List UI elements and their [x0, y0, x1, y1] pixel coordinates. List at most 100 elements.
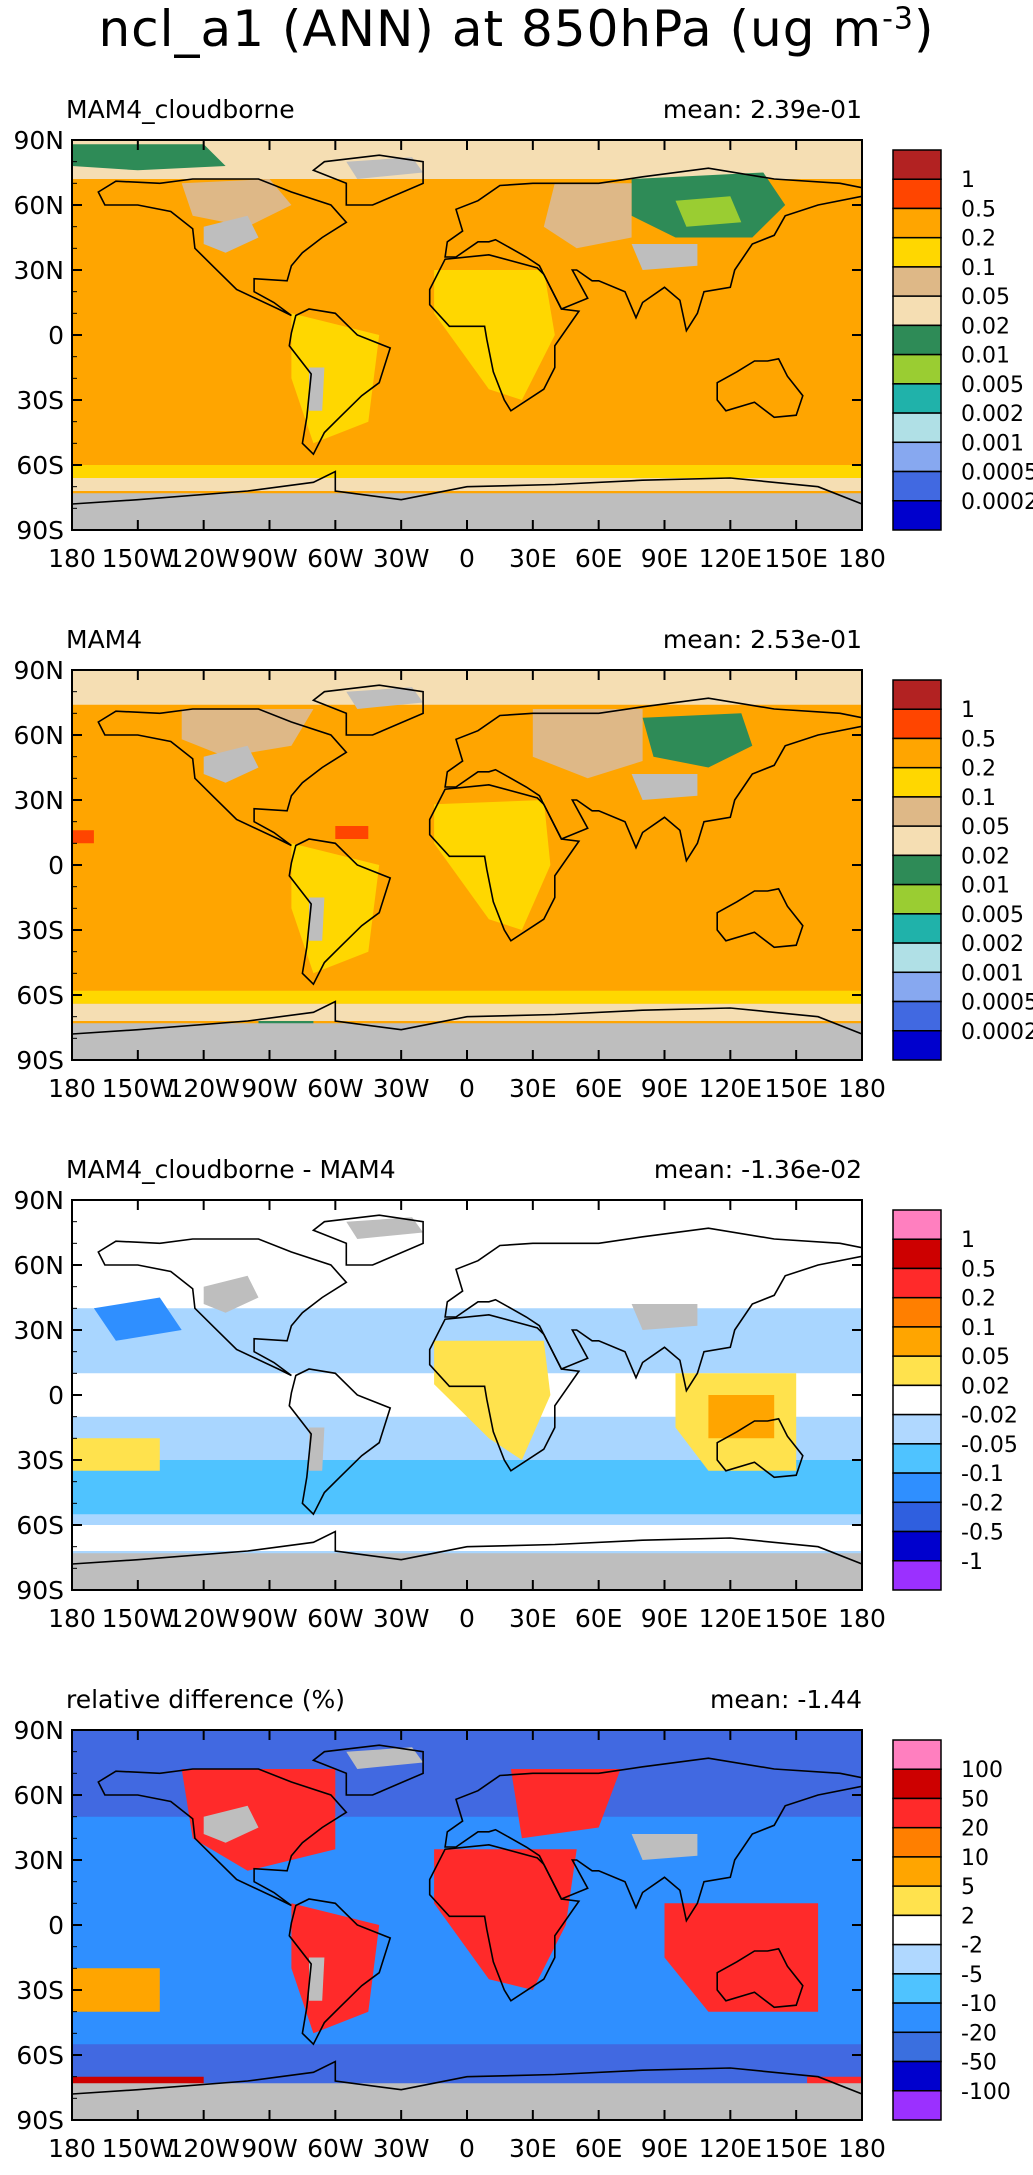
colorbar-label: -10 — [961, 1992, 997, 2017]
map-panel-reldiff: relative difference (%) mean: -1.44 90N 60N… — [13, 1685, 1010, 2163]
missing-data-region — [346, 687, 424, 709]
lon-label: 30W — [373, 2134, 430, 2163]
colorbar-label: 0.005 — [961, 903, 1024, 928]
lat-label: 60S — [16, 1511, 64, 1540]
lon-label: 150E — [764, 1604, 828, 1633]
panel-mean: mean: 2.53e-01 — [663, 625, 862, 654]
lon-label: 60E — [575, 1074, 623, 1103]
field-contour — [72, 1438, 160, 1471]
lon-label: 180 — [48, 1074, 96, 1103]
coastline-australia — [716, 357, 804, 419]
colorbar-label: -0.05 — [961, 1433, 1018, 1458]
lon-label: 60W — [307, 544, 364, 573]
colorbar-label: 0.0002 — [961, 1020, 1033, 1045]
coastline-namerica — [97, 178, 348, 317]
missing-data-region — [203, 745, 259, 783]
colorbar-label: 5 — [961, 1875, 975, 1900]
map-panel-difference: MAM4_cloudborne - MAM4 mean: -1.36e-02 90N… — [13, 1155, 1017, 1633]
colorbar-swatch — [892, 236, 942, 268]
missing-data-region — [309, 1957, 325, 2001]
lat-label: 0 — [48, 1381, 64, 1410]
coastline-eurasia — [444, 1227, 862, 1393]
colorbar: 1 0.5 0.2 0.1 0.05 0.02 0.01 0.005 0.002 0.001 0.0… — [892, 149, 1033, 531]
lat-label: 0 — [48, 321, 64, 350]
colorbar-label: 0.0005 — [961, 991, 1033, 1016]
coastline-eurasia — [444, 167, 862, 333]
lon-label: 60W — [307, 1074, 364, 1103]
colorbar-swatch — [892, 1943, 942, 1975]
lon-label: 60E — [575, 544, 623, 573]
coastline-samerica — [288, 1898, 392, 2046]
missing-data-region — [631, 244, 698, 270]
field-contour — [181, 179, 292, 227]
field-contour — [543, 183, 632, 249]
colorbar-swatch — [892, 1209, 942, 1240]
lon-label: 150W — [102, 2134, 174, 2163]
colorbar-label: -50 — [961, 2051, 997, 2076]
coastline-namerica — [97, 708, 348, 847]
colorbar-label: 0.001 — [961, 431, 1024, 456]
lon-label: 90W — [241, 2134, 298, 2163]
colorbar: 100 50 20 10 5 2 -2 -5 -10 -20 -50 -100 — [892, 1739, 1011, 2121]
colorbar-swatch — [892, 1000, 942, 1032]
lon-label: 30W — [373, 1604, 430, 1633]
field-contour — [72, 1968, 160, 2012]
lon-label: 120W — [167, 1604, 239, 1633]
lon-label: 150W — [102, 1604, 174, 1633]
field-contour — [532, 709, 643, 779]
lon-label: 0 — [459, 544, 475, 573]
colorbar-label: 0.001 — [961, 961, 1024, 986]
colorbar-swatch — [892, 1530, 942, 1562]
colorbar-swatch — [892, 149, 942, 180]
missing-data-region — [346, 1217, 424, 1239]
field-contour — [642, 713, 753, 768]
field-contour — [510, 1769, 621, 1839]
colorbar-label: -0.1 — [961, 1462, 1004, 1487]
colorbar-swatch — [892, 942, 942, 974]
coastline-eurasia — [444, 697, 862, 863]
lon-label: 180 — [48, 2134, 96, 2163]
missing-data-region — [309, 1427, 325, 1471]
colorbar-swatch — [892, 708, 942, 740]
panel-title: relative difference (%) — [66, 1685, 345, 1714]
missing-data-region — [631, 1834, 698, 1860]
colorbar-label: -0.5 — [961, 1521, 1004, 1546]
lat-label: 30S — [16, 386, 64, 415]
colorbar-label: -100 — [961, 2080, 1011, 2105]
colorbar-label: 0.2 — [961, 1287, 996, 1312]
colorbar-swatch — [892, 470, 942, 502]
colorbar-swatch — [892, 1768, 942, 1800]
colorbar-swatch — [892, 266, 942, 297]
coastline-africa — [428, 783, 581, 942]
colorbar-swatch — [892, 854, 942, 886]
lon-label: 30E — [509, 2134, 557, 2163]
field-contour — [72, 1460, 862, 1515]
lat-label: 30N — [13, 256, 64, 285]
lon-label: 90E — [641, 544, 689, 573]
lat-label: 60S — [16, 2041, 64, 2070]
field-contour — [335, 826, 369, 839]
lat-label: 90N — [13, 656, 64, 685]
missing-data-region — [309, 367, 325, 411]
colorbar-swatch — [892, 2090, 942, 2121]
colorbar-label: 0.01 — [961, 344, 1010, 369]
lon-label: 120E — [699, 544, 763, 573]
missing-data-region — [203, 1805, 259, 1843]
lon-label: 150W — [102, 544, 174, 573]
field-contour — [675, 196, 742, 227]
colorbar-label: 0.5 — [961, 1257, 996, 1282]
lon-label: 150E — [764, 2134, 828, 2163]
field-contour — [434, 800, 551, 930]
colorbar-swatch — [892, 1296, 942, 1328]
colorbar-swatch — [892, 324, 942, 356]
field-contour — [434, 270, 555, 400]
lon-label: 150W — [102, 1074, 174, 1103]
colorbar-swatch — [892, 1238, 942, 1270]
lat-label: 60N — [13, 1781, 64, 1810]
colorbar-swatch — [892, 1384, 942, 1416]
colorbar-swatch — [892, 1560, 942, 1591]
lon-label: 180 — [838, 1074, 886, 1103]
map-panel-mam4: MAM4 mean: 2.53e-0190N60N30N030S60S90S180… — [13, 625, 1033, 1103]
lon-label: 120E — [699, 1604, 763, 1633]
map-panel-cloudborne: MAM4_cloudborne mean: 2.39e-0190N60N30N03… — [13, 95, 1033, 573]
